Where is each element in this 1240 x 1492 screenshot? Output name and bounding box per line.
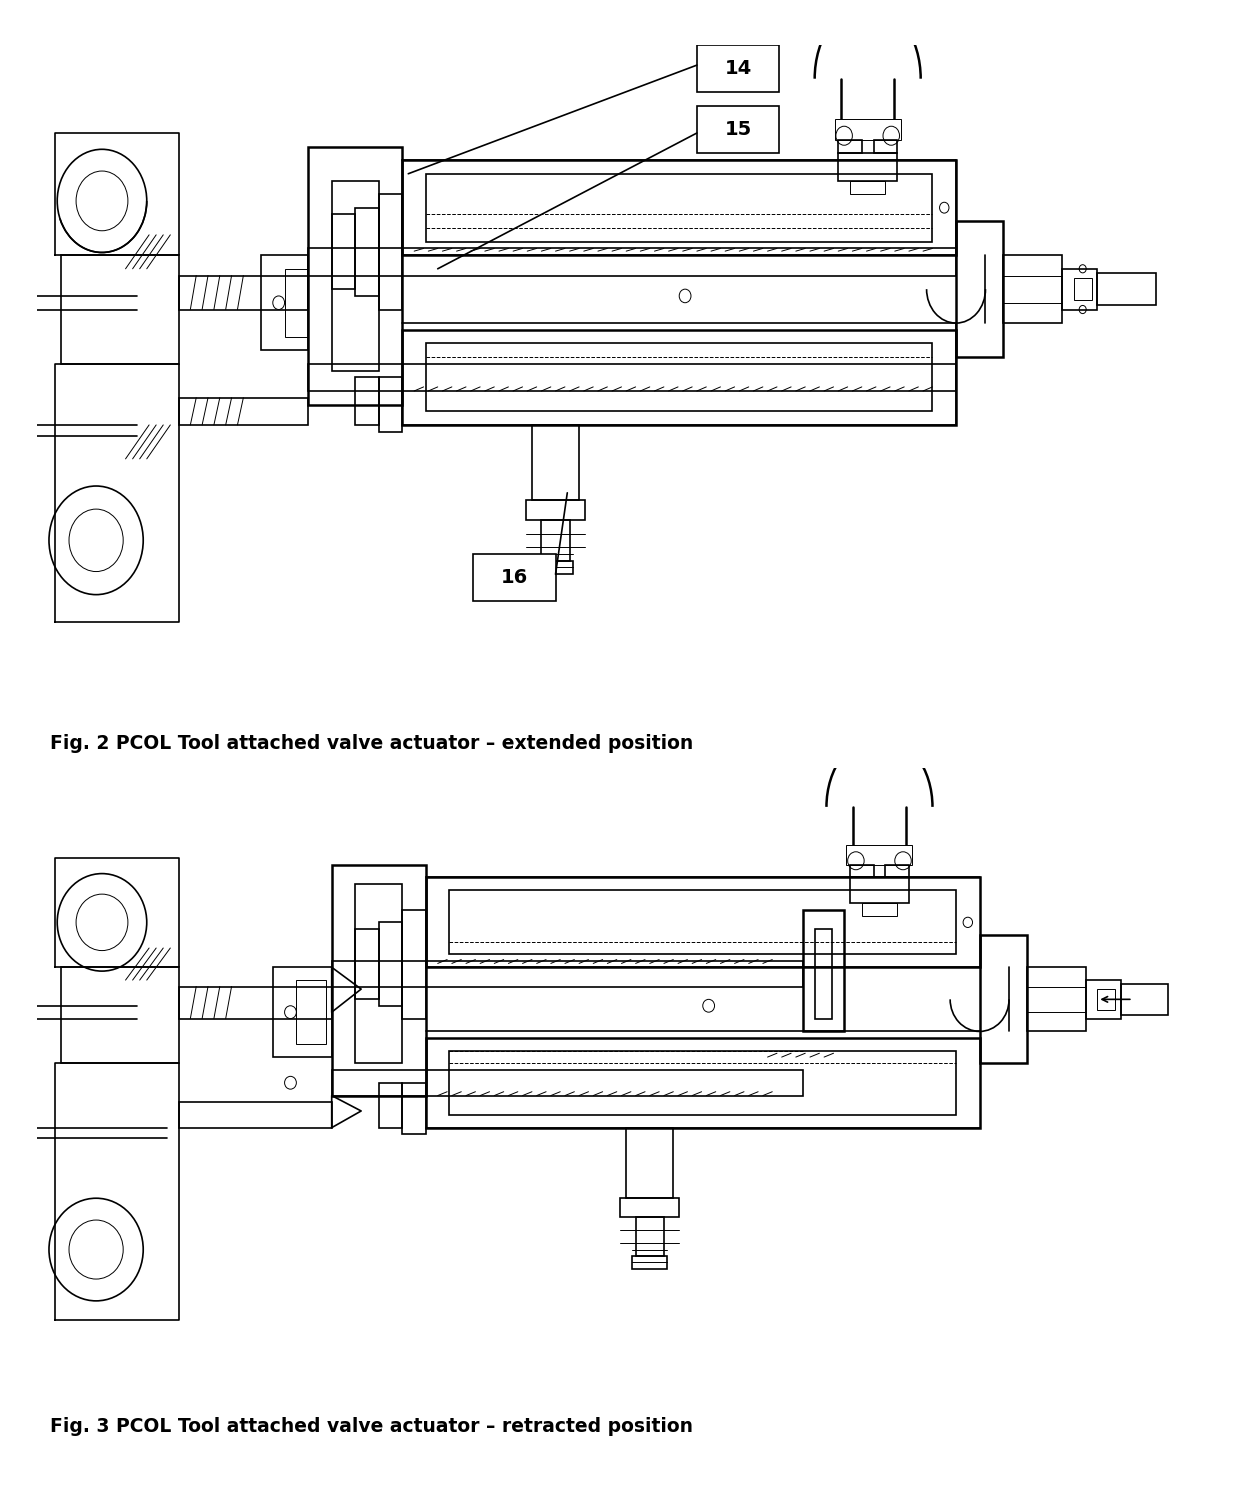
Bar [1074,279,1091,300]
Bar [862,903,898,916]
Bar [1061,269,1097,309]
Bar [542,521,569,561]
Bar [873,140,898,154]
Bar [427,343,932,412]
Bar [697,45,780,93]
Bar [1003,255,1061,324]
Bar [355,207,379,295]
Bar [838,140,862,154]
Bar [260,255,308,351]
Bar [179,276,308,309]
Text: 16: 16 [501,568,528,588]
Bar [61,967,179,1064]
Bar [332,181,379,370]
Bar [851,865,873,877]
Text: 15: 15 [724,121,751,139]
Bar [427,173,932,242]
Bar [847,846,913,865]
Bar [1121,983,1168,1015]
Bar [697,106,780,154]
Bar [851,877,909,903]
Bar [851,181,885,194]
Bar [838,154,898,181]
Bar [804,910,844,1031]
Bar [402,910,427,1019]
Bar [179,1103,331,1128]
Bar [379,194,402,309]
Bar [980,935,1027,1064]
Bar [308,249,956,276]
Bar [284,269,308,337]
Bar [815,928,832,1019]
Bar [61,255,179,364]
Bar [308,146,402,404]
Bar [332,1070,804,1095]
Bar [636,1217,663,1256]
Bar [179,398,308,425]
Bar [626,1128,673,1198]
Bar [472,554,556,601]
Bar [332,215,355,289]
Bar [402,160,956,255]
Bar [427,877,980,967]
Bar [332,961,804,986]
Bar [355,928,379,1000]
Text: Fig. 3 PCOL Tool attached valve actuator – retracted position: Fig. 3 PCOL Tool attached valve actuator… [50,1417,693,1437]
Bar [620,1198,680,1217]
Bar [532,425,579,500]
Bar [296,980,326,1044]
Bar [179,986,331,1019]
Bar [526,500,585,521]
Bar [355,883,402,1064]
Bar [355,377,379,425]
Bar [332,865,427,1095]
Bar [449,891,956,955]
Bar [835,119,900,140]
Bar [956,221,1003,357]
Bar [449,1050,956,1115]
Bar [379,377,402,431]
Bar [379,1083,402,1128]
Text: Fig. 2 PCOL Tool attached valve actuator – extended position: Fig. 2 PCOL Tool attached valve actuator… [50,734,693,753]
Bar [538,561,573,574]
Bar [1086,980,1121,1019]
Bar [427,1038,980,1128]
Bar [402,330,956,425]
Bar [885,865,909,877]
Bar [308,364,956,391]
Bar [1027,967,1086,1031]
Bar [402,1083,427,1134]
Bar [632,1256,667,1268]
Bar [379,922,402,1006]
Bar [1097,273,1157,306]
Bar [1097,989,1115,1010]
Bar [273,967,332,1056]
Text: 14: 14 [724,60,751,78]
